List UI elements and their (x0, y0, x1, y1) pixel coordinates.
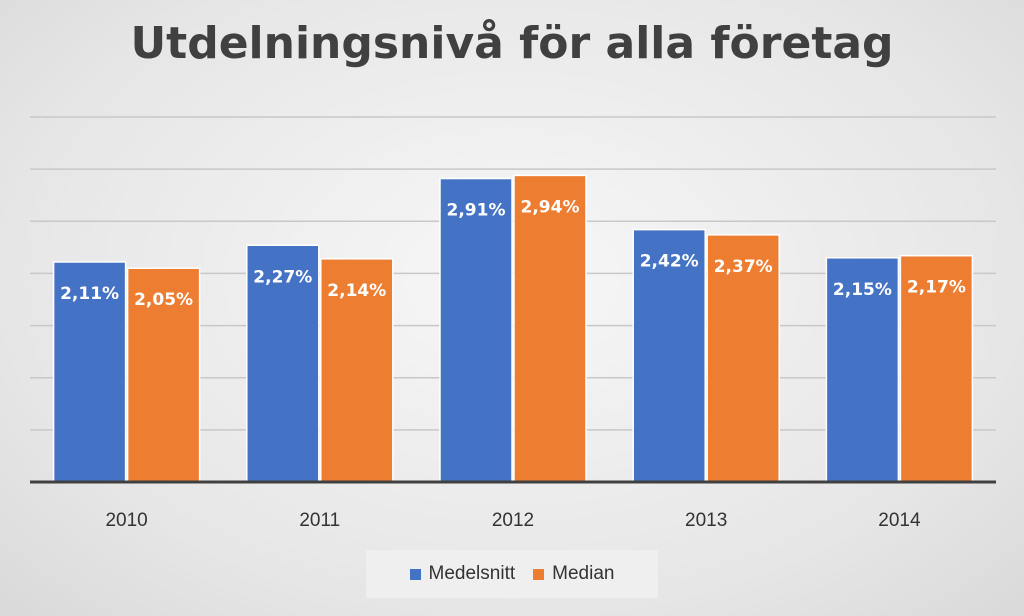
bar-median-2012 (513, 174, 587, 483)
bar-medelsnitt-2012 (439, 177, 513, 483)
chart-title: Utdelningsnivå för alla företag (130, 18, 894, 69)
x-tick-2011: 2011 (299, 510, 340, 531)
bar-medelsnitt-2010 (52, 261, 127, 483)
x-tick-2012: 2012 (492, 510, 534, 531)
legend-item-median: Median (533, 563, 614, 585)
bar-medelsnitt-2014 (825, 257, 900, 483)
legend-label-median: Median (552, 563, 615, 584)
data-label-median-2011: 2,14% (327, 281, 386, 301)
data-label-medelsnitt-2014: 2,15% (833, 280, 892, 300)
legend-swatch-median (533, 568, 545, 580)
bar-median-2011 (320, 258, 394, 483)
data-label-median-2014: 2,17% (907, 278, 966, 298)
data-label-medelsnitt-2012: 2,91% (447, 201, 506, 221)
bar-median-2014 (899, 254, 974, 483)
data-label-medelsnitt-2013: 2,42% (640, 252, 699, 272)
legend-swatch-medelsnitt (409, 568, 421, 580)
data-label-medelsnitt-2010: 2,11% (60, 284, 119, 304)
data-label-medelsnitt-2011: 2,27% (253, 267, 312, 287)
legend-label-medelsnitt: Medelsnitt (428, 563, 516, 584)
legend: Medelsnitt Median (366, 550, 658, 598)
data-label-median-2012: 2,94% (521, 197, 580, 217)
bar-medelsnitt-2013 (632, 228, 706, 483)
x-tick-2010: 2010 (105, 510, 147, 531)
x-tick-2014: 2014 (878, 510, 921, 531)
legend-item-medelsnitt: Medelsnitt (409, 563, 516, 585)
bar-median-2013 (706, 234, 780, 483)
bar-median-2010 (126, 267, 201, 483)
data-label-median-2013: 2,37% (714, 257, 773, 277)
x-tick-2013: 2013 (685, 510, 727, 531)
data-label-median-2010: 2,05% (134, 290, 193, 310)
bar-labels: 2,11% 2,05% 2,27% 2,14% 2,91% 2,94% 2,42% 2,37%… (60, 197, 966, 310)
x-tick-labels: 2010 2011 2012 2013 2014 (105, 510, 921, 531)
